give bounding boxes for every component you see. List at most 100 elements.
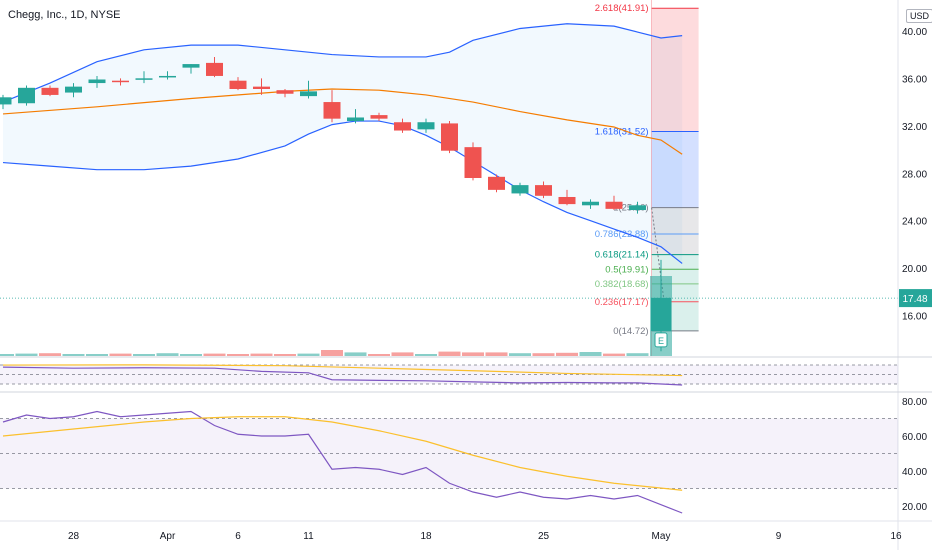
candle-body (206, 62, 223, 76)
chart-title: Chegg, Inc., 1D, NYSE (8, 9, 121, 21)
candle-body (441, 123, 458, 151)
fib-zone-middle (651, 207, 699, 255)
fib-level-label: 0(14.72) (613, 326, 648, 337)
candle-body (488, 176, 505, 190)
volume-bar (0, 354, 14, 356)
candle-body (229, 80, 247, 89)
volume-bar (274, 354, 296, 356)
earnings-badge (654, 332, 668, 348)
bollinger-basis-line (2, 88, 683, 155)
price-tick-label: 32.00 (902, 122, 927, 133)
bollinger-upper-line (2, 23, 683, 103)
rsi-tick-label: 80.00 (902, 397, 927, 408)
volume-bar (556, 352, 578, 356)
candle-body (41, 87, 59, 95)
rsi-band-fill (0, 418, 898, 489)
volume-bar (368, 354, 390, 356)
rsi-tick-label: 40.00 (902, 467, 927, 478)
fib-level-label: 0.5(19.91) (605, 264, 648, 275)
volume-bar (462, 352, 484, 356)
price-tick-label: 40.00 (902, 27, 927, 38)
time-tick-label: 28 (68, 531, 80, 542)
volume-bar (297, 353, 320, 356)
fib-zone-top (651, 8, 699, 132)
volume-bar (227, 354, 249, 356)
candle-body (582, 201, 599, 206)
candle-body (135, 78, 153, 80)
price-tick-label: 16.00 (902, 312, 927, 323)
price-tick-label: 20.00 (902, 264, 927, 275)
time-tick-label: 9 (776, 531, 782, 542)
oscillator-band (0, 365, 898, 384)
time-tick-label: 6 (235, 531, 241, 542)
candle-body (18, 87, 35, 104)
volume-bar (532, 353, 555, 356)
candle-body (300, 91, 317, 97)
price-tick-label: 24.00 (902, 217, 927, 228)
volume-bar (626, 353, 649, 356)
candle-body (605, 201, 623, 209)
candle-body (112, 80, 129, 83)
last-price-label: 17.48 (902, 294, 927, 305)
candle-body (182, 64, 200, 68)
time-tick-label: 11 (303, 531, 314, 542)
price-tick-label: 28.00 (902, 169, 927, 180)
candle-body (65, 86, 82, 93)
volume-bar (321, 350, 343, 356)
time-tick-label: May (652, 531, 671, 542)
candle-body (417, 122, 435, 130)
price-tick-label: 36.00 (902, 74, 927, 85)
fib-zone-upper (651, 131, 699, 208)
rsi-tick-label: 60.00 (902, 432, 927, 443)
oscillator-line (2, 366, 683, 386)
candle-body (651, 297, 671, 332)
candle-body (464, 147, 482, 178)
bollinger-lower-line (2, 120, 683, 264)
volume-bar (62, 354, 85, 356)
candle-body (88, 79, 106, 84)
volume-bar (415, 354, 437, 356)
time-tick-label: 16 (890, 531, 902, 542)
volume-bar (250, 353, 273, 356)
volume-bar (203, 353, 226, 356)
candle-body (323, 102, 341, 119)
volume-bar (39, 353, 61, 356)
volume-bar (86, 354, 108, 356)
time-tick-label: 25 (538, 531, 550, 542)
candle-body (347, 117, 364, 122)
earnings-letter: E (658, 336, 664, 346)
fib-level-label: 0.618(21.14) (595, 250, 649, 261)
last-price-badge (899, 289, 932, 308)
currency-label[interactable]: USD (906, 9, 932, 23)
candle-body (159, 75, 176, 78)
candle-body (511, 185, 529, 194)
fib-trend-line (651, 207, 669, 331)
candle-body (535, 185, 552, 196)
oscillator-line (2, 364, 683, 377)
fib-level-label: 1.618(31.52) (595, 126, 649, 137)
candle-body (0, 97, 12, 105)
volume-bar (438, 351, 461, 356)
rsi-tick-label: 20.00 (902, 502, 927, 513)
fib-level-label: 0.236(17.17) (595, 297, 649, 308)
fib-level-label: 2.618(41.91) (595, 3, 649, 14)
candle-body (253, 86, 270, 89)
volume-bar (344, 352, 367, 356)
volume-bar (485, 352, 508, 356)
candle-body (394, 122, 411, 131)
time-tick-label: 18 (420, 531, 432, 542)
volume-bar (180, 354, 202, 356)
earnings-marker: E (654, 332, 668, 348)
candle-body (629, 205, 646, 211)
volume-bar (156, 353, 179, 356)
candle-body (276, 90, 294, 94)
rsi-ma-line (2, 416, 683, 491)
volume-bar (509, 353, 531, 356)
fib-level-label: 0.382(18.68) (595, 279, 649, 290)
volume-bar (579, 352, 602, 356)
volume-bar (133, 354, 155, 356)
volume-bar (391, 352, 414, 356)
volume-bar (109, 353, 132, 356)
rsi-line (2, 410, 683, 514)
